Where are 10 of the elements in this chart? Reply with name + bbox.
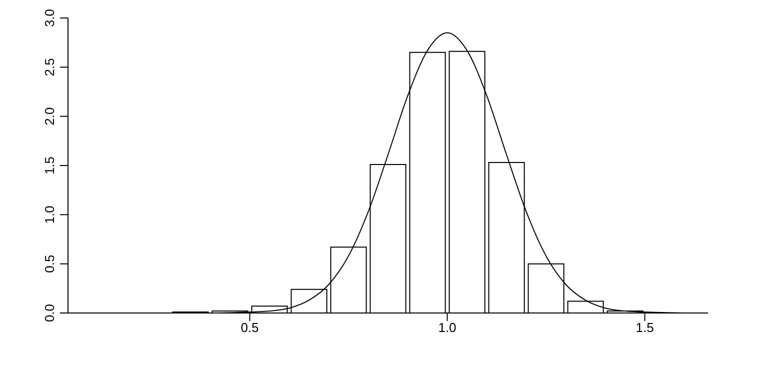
- x-tick-label: 0.5: [240, 320, 259, 336]
- y-tick-label: 2.5: [42, 58, 57, 76]
- y-tick-label: 1.5: [42, 156, 57, 175]
- x-tick-label: 1.5: [636, 320, 654, 336]
- y-tick-label: 0.0: [42, 304, 57, 322]
- y-tick-label: 2.0: [42, 107, 57, 126]
- x-tick-label: 1.0: [438, 320, 456, 336]
- y-tick-label: 3.0: [42, 8, 57, 28]
- y-tick-label: 0.5: [42, 254, 57, 273]
- y-tick-label: 1.0: [42, 206, 57, 224]
